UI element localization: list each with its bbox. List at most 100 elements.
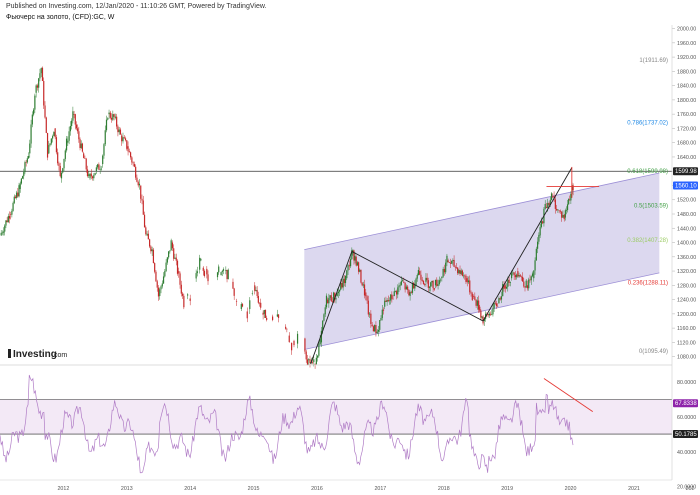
candle-body: [472, 296, 475, 297]
rsi-lower-badge: 50.1785: [673, 430, 698, 439]
candle-body: [442, 268, 444, 277]
candle-body: [143, 214, 146, 228]
candle-body: [351, 249, 353, 260]
trend-channel[interactable]: [304, 172, 660, 350]
candle-body: [432, 280, 434, 289]
candle-body: [40, 68, 42, 74]
svg-text:1560.10: 1560.10: [675, 183, 697, 189]
candle-body: [421, 279, 423, 281]
candle-body: [98, 164, 100, 170]
candle-body: [344, 275, 347, 284]
candle-body: [133, 164, 135, 167]
candle-body: [99, 169, 101, 170]
candle-body: [478, 300, 480, 310]
zigzag-lines[interactable]: [310, 167, 573, 364]
price-tick-label: 1480.00: [677, 212, 696, 218]
price-tick-label: 1320.00: [677, 269, 696, 275]
candle-body: [493, 302, 495, 309]
candle-body: [156, 281, 158, 288]
price-tick-label: 1400.00: [677, 241, 696, 247]
candle-body: [314, 363, 316, 365]
price-tick-label: 1640.00: [677, 155, 696, 161]
candle-body: [537, 241, 539, 249]
candle-body: [285, 326, 287, 329]
investing-logo-mark: [8, 349, 11, 358]
investing-logo[interactable]: Investing .com: [8, 349, 67, 360]
candle-body: [195, 273, 197, 279]
trend-channel-upper-line[interactable]: [304, 172, 660, 251]
rsi-divergence-line[interactable]: [543, 378, 594, 413]
candle-body: [452, 259, 454, 261]
candle-body: [393, 291, 395, 297]
candle-body: [4, 225, 6, 232]
candle-body: [161, 283, 163, 287]
candle-body: [428, 286, 431, 288]
candle-body: [206, 268, 208, 275]
trend-channel-lower-line[interactable]: [304, 272, 660, 350]
candle-body: [57, 152, 59, 164]
candle-body: [21, 176, 24, 179]
candle-body: [538, 234, 540, 242]
rsi-value-badge: 67.8338: [673, 399, 698, 408]
candle-body: [545, 206, 548, 208]
candle-body: [74, 114, 76, 125]
investing-logo-suffix: .com: [52, 352, 67, 359]
candle-body: [233, 288, 235, 296]
candle-body: [65, 138, 68, 151]
candle-body: [525, 280, 527, 288]
candle-body: [375, 325, 377, 334]
time-tick-label: 2012: [57, 486, 69, 492]
candle-body: [369, 313, 371, 315]
candle-body: [77, 128, 79, 132]
candle-body: [266, 317, 268, 320]
candle-body: [221, 270, 223, 273]
candle-body: [390, 294, 392, 301]
candle-body: [262, 312, 264, 315]
candle-body: [173, 248, 175, 259]
candle-body: [454, 266, 456, 268]
candle-body: [260, 302, 262, 308]
candle-body: [547, 202, 549, 208]
candle-body: [154, 263, 156, 272]
candle-body: [562, 214, 564, 218]
candle-body: [492, 308, 494, 315]
candle-body: [500, 296, 503, 300]
candle-body: [400, 281, 402, 285]
candle-body: [137, 181, 139, 186]
candle-body: [10, 214, 12, 215]
candle-body: [528, 279, 530, 289]
candle-body: [526, 285, 529, 289]
rsi-band: [0, 399, 672, 435]
candle-body: [246, 311, 248, 319]
price-axis: 2000.00 1960.00 1920.00 1880.00 1840.00 1800.…: [672, 27, 696, 361]
candle-body: [384, 300, 386, 307]
price-tick-label: 1720.00: [677, 126, 696, 132]
price-tick-label: 1440.00: [677, 226, 696, 232]
candle-body: [220, 272, 222, 276]
candle-body: [411, 283, 414, 293]
candle-body: [381, 309, 383, 319]
candle-body: [464, 275, 466, 277]
candle-body: [84, 158, 86, 159]
candle-body: [482, 316, 484, 324]
fib-level-label: 0.618(1599.98): [627, 169, 668, 175]
candle-body: [462, 275, 465, 277]
candle-body: [346, 270, 348, 279]
candle-body: [513, 272, 515, 276]
fibonacci-levels[interactable]: 1(1911.69) 0.786(1737.02) 0.618(1599.98) 0.…: [627, 58, 668, 355]
candle-body: [476, 300, 478, 306]
candle-body: [539, 227, 541, 236]
time-axis: 2012 2013 2014 2015 2016 2017 2018 2019 2020 2021…: [57, 486, 694, 492]
candle-body: [52, 136, 54, 139]
candle-body: [109, 112, 111, 118]
price-tick-label: 1920.00: [677, 55, 696, 61]
candle-body: [559, 210, 562, 212]
candle-body: [50, 138, 52, 144]
price-tick-label: 1960.00: [677, 41, 696, 47]
candle-body: [377, 329, 380, 332]
candle-body: [410, 292, 412, 293]
candle-body: [89, 173, 91, 179]
resistance-marker[interactable]: [546, 166, 600, 198]
candle-body: [159, 289, 161, 297]
